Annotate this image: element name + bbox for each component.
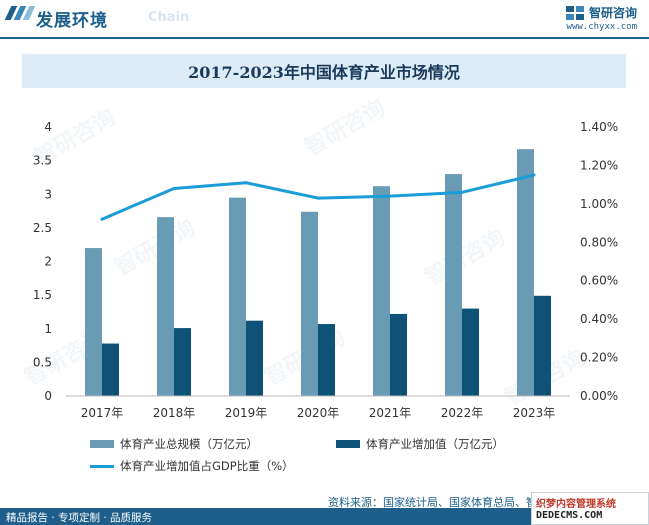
line-series: [100, 173, 536, 221]
bar-value-added: [318, 324, 335, 396]
x-axis-tick: 2018年: [153, 406, 196, 420]
bar-total-scale: [229, 197, 246, 396]
bar-value-added: [102, 343, 119, 396]
footer: 精品报告 · 专项定制 · 品质服务 织梦内容管理系统 DEDECMS.COM: [0, 492, 649, 525]
legend-label: 体育产业增加值占GDP比重（%）: [120, 459, 294, 473]
bar-value-added: [174, 328, 191, 396]
left-axis-tick: 1: [44, 322, 52, 336]
right-axis-tick: 1.20%: [580, 158, 618, 172]
page-header: 发展环境 Chain 智研咨询 www.chyxx.com: [0, 0, 649, 40]
left-axis-tick: 4: [44, 120, 52, 134]
right-axis-tick: 0.80%: [580, 235, 618, 249]
legend-swatch: [90, 464, 114, 468]
gdp-share-point: [532, 173, 536, 177]
header-title: 发展环境: [36, 11, 108, 31]
right-axis-tick: 0.60%: [580, 274, 618, 288]
chart-title-banner: 2017-2023年中国体育产业市场情况: [22, 54, 626, 88]
right-axis-tick: 0.00%: [580, 389, 618, 403]
right-axis-tick: 0.40%: [580, 312, 618, 326]
header-divider: [0, 37, 649, 39]
left-axis-tick: 1.5: [33, 288, 52, 302]
left-axis-tick: 3.5: [33, 154, 52, 168]
gdp-share-point: [316, 196, 320, 200]
bars: [85, 149, 551, 396]
badge-url: DEDECMS.COM: [536, 510, 603, 521]
bar-value-added: [462, 308, 479, 396]
bar-total-scale: [517, 149, 534, 396]
bar-total-scale: [301, 211, 318, 396]
right-axis-tick: 1.40%: [580, 120, 618, 134]
right-axis-tick: 0.20%: [580, 351, 618, 365]
left-axis-tick: 2: [44, 255, 52, 269]
chart: 00.511.522.533.54 0.00%0.20%0.40%0.60%0.…: [33, 120, 618, 420]
x-axis-tick: 2023年: [513, 406, 556, 420]
brand[interactable]: 智研咨询 www.chyxx.com: [565, 4, 637, 32]
badge-title: 织梦内容管理系统: [536, 499, 616, 510]
legend-item[interactable]: 体育产业增加值占GDP比重（%）: [90, 458, 294, 474]
brand-name: 智研咨询: [588, 6, 637, 20]
legend-swatch: [336, 440, 360, 448]
bar-total-scale: [157, 217, 174, 396]
header-subtitle: Chain: [148, 10, 190, 25]
gdp-share-point: [244, 181, 248, 185]
legend-item[interactable]: 体育产业总规模（万亿元）: [90, 436, 258, 452]
x-axis-tick: 2020年: [297, 406, 340, 420]
bar-value-added: [246, 320, 263, 396]
legend-label: 体育产业增加值（万亿元）: [366, 437, 504, 451]
footer-text: 精品报告 · 专项定制 · 品质服务: [6, 512, 153, 524]
left-axis-tick: 2.5: [33, 221, 52, 235]
x-axis-tick: 2021年: [369, 406, 412, 420]
left-axis-tick: 0: [44, 389, 52, 403]
legend-swatch: [90, 440, 114, 448]
left-axis: 0 0.5 1 1.5 2 2.5 3 3.5 4: [33, 120, 52, 403]
x-axis-tick: 2017年: [81, 406, 124, 420]
left-axis-tick: 3: [44, 187, 52, 201]
cms-badge[interactable]: 织梦内容管理系统 DEDECMS.COM: [531, 492, 649, 525]
bar-value-added: [534, 295, 551, 396]
x-axis-tick: 2022年: [441, 406, 484, 420]
bar-total-scale: [445, 174, 462, 396]
bar-value-added: [390, 313, 407, 396]
gdp-share-point: [460, 190, 464, 194]
legend-item[interactable]: 体育产业增加值（万亿元）: [336, 436, 504, 452]
chart-title: 2017-2023年中国体育产业市场情况: [188, 63, 460, 82]
x-axis-tick: 2019年: [225, 406, 268, 420]
legend-label: 体育产业总规模（万亿元）: [120, 437, 258, 451]
source-note: 资料来源：国家统计局、国家体育总局、智研咨询整理: [328, 496, 592, 509]
left-axis-tick: 0.5: [33, 355, 52, 369]
brand-logo-icon: [565, 5, 584, 20]
bar-total-scale: [373, 186, 390, 396]
x-axis: 2017年 2018年 2019年 2020年 2021年 2022年 2023年: [66, 395, 570, 420]
gdp-share-point: [172, 186, 176, 190]
bar-total-scale: [85, 248, 102, 396]
right-axis-tick: 1.00%: [580, 197, 618, 211]
gdp-share-point: [100, 217, 104, 221]
gdp-share-point: [388, 194, 392, 198]
brand-url: www.chyxx.com: [566, 22, 637, 32]
right-axis: 0.00% 0.20% 0.40% 0.60% 0.80% 1.00% 1.20% 1.40%: [580, 120, 618, 403]
